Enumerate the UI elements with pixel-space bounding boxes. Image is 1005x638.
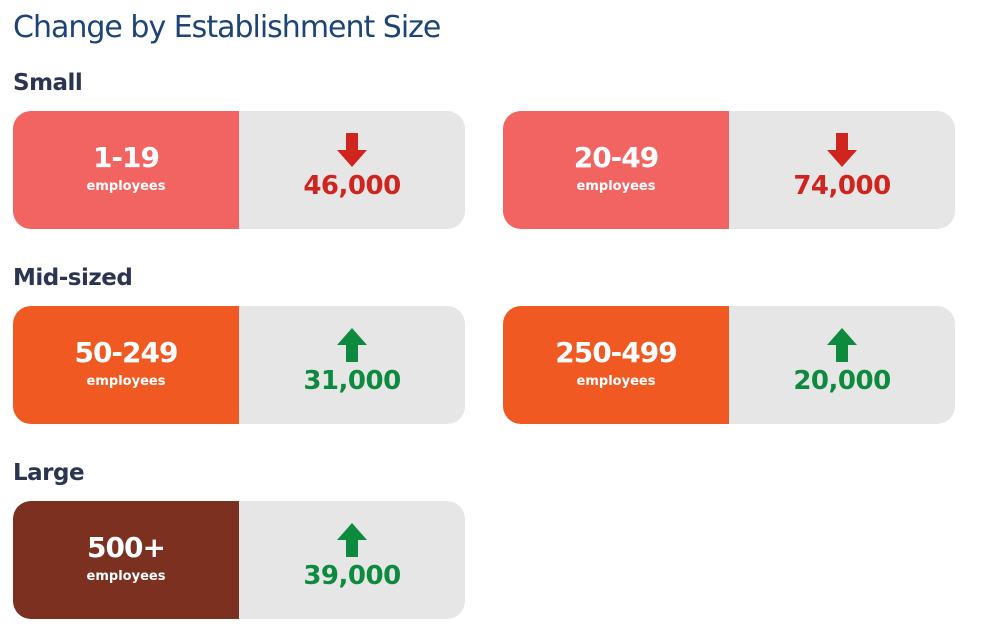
size-range: 500+ (87, 531, 166, 564)
change-value: 39,000 (303, 561, 401, 591)
size-panel: 1-19 employees (13, 111, 239, 229)
size-card: 500+ employees 39,000 (13, 501, 465, 619)
size-card: 1-19 employees 46,000 (13, 111, 465, 229)
size-unit: employees (576, 374, 656, 389)
change-panel: 20,000 (729, 306, 955, 424)
change-value: 20,000 (793, 366, 891, 396)
change-value: 46,000 (303, 171, 401, 201)
change-panel: 39,000 (239, 501, 465, 619)
size-panel: 20-49 employees (503, 111, 729, 229)
direction-arrow (337, 328, 367, 362)
size-panel: 500+ employees (13, 501, 239, 619)
change-value: 31,000 (303, 366, 401, 396)
page-title: Change by Establishment Size (13, 10, 441, 45)
change-value: 74,000 (793, 171, 891, 201)
size-range: 250-499 (555, 336, 678, 369)
change-panel: 31,000 (239, 306, 465, 424)
size-card: 20-49 employees 74,000 (503, 111, 955, 229)
size-unit: employees (86, 374, 166, 389)
size-range: 1-19 (92, 141, 160, 174)
arrow-shape (827, 328, 857, 362)
size-panel: 250-499 employees (503, 306, 729, 424)
direction-arrow (827, 328, 857, 362)
arrow-shape (337, 523, 367, 557)
change-panel: 46,000 (239, 111, 465, 229)
size-range: 20-49 (573, 141, 660, 174)
size-unit: employees (576, 179, 656, 194)
arrow-shape (337, 133, 367, 167)
size-card: 50-249 employees 31,000 (13, 306, 465, 424)
group-label: Mid-sized (13, 265, 133, 291)
direction-arrow (827, 133, 857, 167)
size-unit: employees (86, 179, 166, 194)
arrow-shape (337, 328, 367, 362)
size-unit: employees (86, 569, 166, 584)
group-label: Large (13, 460, 85, 486)
size-panel: 50-249 employees (13, 306, 239, 424)
change-panel: 74,000 (729, 111, 955, 229)
direction-arrow (337, 523, 367, 557)
size-card: 250-499 employees 20,000 (503, 306, 955, 424)
direction-arrow (337, 133, 367, 167)
size-range: 50-249 (74, 336, 178, 369)
arrow-shape (827, 133, 857, 167)
group-label: Small (13, 70, 83, 96)
